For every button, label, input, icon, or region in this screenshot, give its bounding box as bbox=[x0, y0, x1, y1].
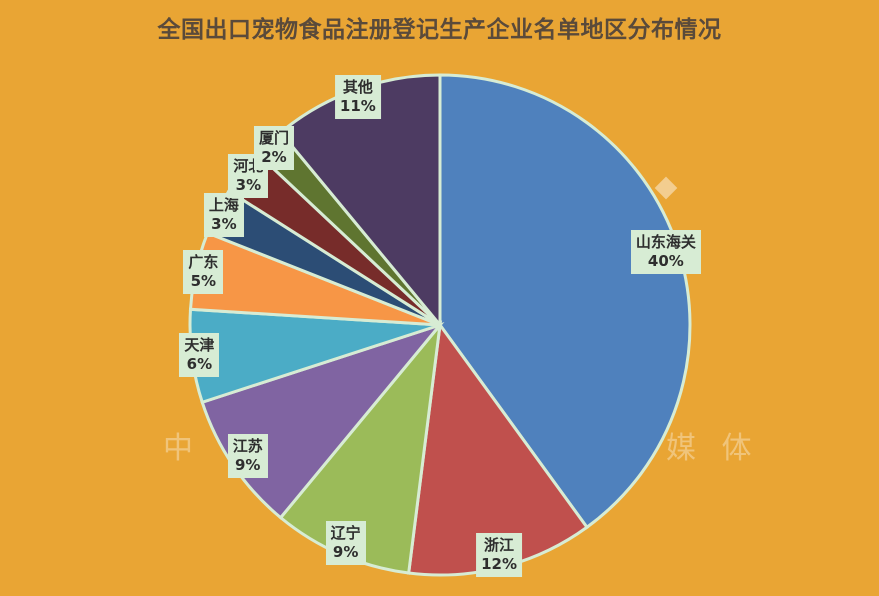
watermark-left: 中 bbox=[163, 431, 201, 466]
slice-percent: 9% bbox=[332, 542, 359, 561]
slice-percent: 12% bbox=[481, 555, 518, 574]
slice-percent: 11% bbox=[339, 96, 376, 115]
slice-percent: 3% bbox=[211, 214, 237, 233]
watermark-right: 媒 体 bbox=[666, 431, 760, 466]
slice-percent: 2% bbox=[261, 148, 287, 167]
slice-percent: 3% bbox=[235, 176, 262, 195]
data-label: 厦门 2% bbox=[253, 126, 294, 171]
slice-name: 山东海关 bbox=[635, 232, 696, 251]
slice-percent: 5% bbox=[190, 272, 217, 291]
data-label: 其他 11% bbox=[334, 74, 381, 119]
slice-name: 广东 bbox=[188, 253, 219, 272]
slice-percent: 40% bbox=[647, 251, 684, 270]
slice-name: 其他 bbox=[342, 77, 373, 96]
slice-name: 浙江 bbox=[484, 536, 515, 555]
slice-percent: 9% bbox=[234, 455, 261, 474]
chart-title: 全国出口宠物食品注册登记生产企业名单地区分布情况 bbox=[157, 17, 722, 43]
slice-percent: 6% bbox=[186, 355, 213, 374]
data-label: 浙江 12% bbox=[476, 533, 523, 578]
data-label: 江苏 9% bbox=[227, 433, 268, 478]
slice-name: 江苏 bbox=[232, 436, 263, 455]
slice-name: 辽宁 bbox=[330, 523, 361, 542]
data-label: 广东 5% bbox=[183, 250, 224, 295]
slice-name: 厦门 bbox=[258, 129, 289, 148]
data-label: 辽宁 9% bbox=[325, 520, 366, 565]
slice-name: 天津 bbox=[184, 336, 215, 355]
data-label: 山东海关 40% bbox=[630, 229, 701, 274]
data-label: 天津 6% bbox=[179, 333, 220, 378]
data-label: 上海 3% bbox=[203, 192, 244, 237]
slice-name: 上海 bbox=[208, 195, 239, 214]
